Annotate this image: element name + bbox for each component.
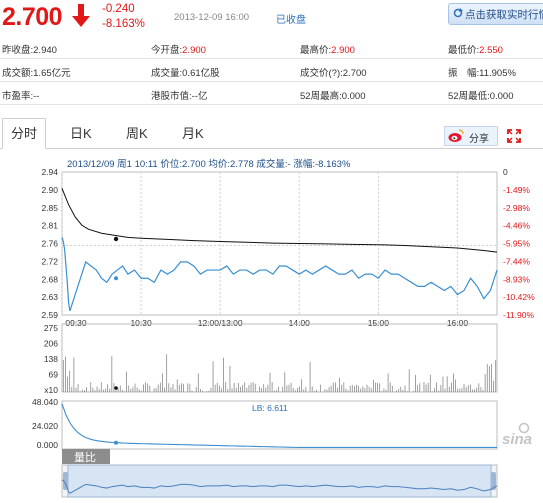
stat-low: 最低价:2.550 bbox=[448, 45, 503, 56]
realtime-quote-label: 点击获取实时行情 bbox=[465, 9, 543, 21]
y-tick-label: 2.59 bbox=[41, 310, 58, 320]
down-arrow-icon bbox=[72, 4, 90, 27]
price-series-line bbox=[61, 237, 498, 312]
tab-daily-k[interactable]: 日K bbox=[70, 126, 92, 141]
y-tick-label: 2.68 bbox=[41, 274, 58, 284]
stat-prev-close: 昨收盘:2.940 bbox=[2, 45, 57, 56]
y-tick-label-pct: -8.93% bbox=[503, 274, 530, 284]
stats-row: 市盈率:-- 港股市值:--亿 52周最高:0.000 52周最低:0.000 bbox=[0, 82, 543, 105]
navigator-left-handle[interactable] bbox=[63, 472, 68, 490]
stat-volume: 成交量:0.61亿股 bbox=[151, 68, 220, 79]
current-price: 2.700 bbox=[2, 3, 63, 31]
price-change-percent: -8.163% bbox=[102, 18, 145, 30]
y-tick-label: 2.63 bbox=[41, 292, 58, 302]
y-tick-label: 2.76 bbox=[41, 239, 58, 249]
price-grid bbox=[61, 172, 497, 315]
price-panel-frame bbox=[61, 171, 498, 316]
price-axis-labels: 2.94 2.90 2.85 2.81 2.76 2.72 2.68 2.63 2.59 0 -1.… bbox=[41, 167, 535, 320]
price-lines bbox=[61, 188, 498, 312]
ratio-axis-labels: 48.040 24.020 0.000 bbox=[32, 397, 58, 450]
avg-line-marker bbox=[113, 236, 119, 242]
volume-tick-label: 138 bbox=[44, 354, 58, 364]
volume-marker bbox=[114, 386, 118, 390]
realtime-quote-button[interactable]: 点击获取实时行情 bbox=[448, 3, 543, 25]
share-button[interactable]: 分享 bbox=[444, 126, 498, 146]
volume-tick-label: 206 bbox=[44, 339, 58, 349]
navigator-selection[interactable] bbox=[67, 464, 492, 498]
price-line-marker bbox=[114, 276, 119, 281]
y-tick-label: 2.72 bbox=[41, 256, 58, 266]
tab-intraday[interactable]: 分时 bbox=[2, 118, 46, 149]
tab-weekly-k[interactable]: 周K bbox=[126, 126, 148, 141]
stat-pe-ratio: 市盈率:-- bbox=[2, 91, 40, 102]
volume-ratio-series bbox=[61, 403, 497, 449]
svg-text:sina: sina bbox=[502, 431, 532, 448]
stat-market-cap: 港股市值:--亿 bbox=[151, 91, 208, 102]
x-tick-label: 14:00 bbox=[289, 318, 311, 328]
sina-logo: sina bbox=[502, 422, 532, 448]
y-tick-label-pct: -5.95% bbox=[503, 239, 530, 249]
volume-tick-label: x10 bbox=[44, 385, 58, 395]
stat-52w-high: 52周最高:0.000 bbox=[300, 91, 366, 102]
y-tick-label-pct: -1.49% bbox=[503, 185, 530, 195]
y-tick-label: 2.85 bbox=[41, 203, 58, 213]
y-tick-label: 2.81 bbox=[41, 221, 58, 231]
stats-row: 昨收盘:2.940 今开盘:2.900 最高价:2.900 最低价:2.550 bbox=[0, 36, 543, 59]
x-tick-label: 09:30 bbox=[65, 318, 87, 328]
y-tick-label-pct: -7.44% bbox=[503, 256, 530, 266]
cursor-info-line: 2013/12/09 周1 10:11 价位:2.700 均价:2.778 成交… bbox=[67, 159, 351, 170]
weibo-icon bbox=[448, 129, 464, 142]
ratio-marker bbox=[114, 440, 119, 445]
ratio-tick-label: 24.020 bbox=[32, 421, 58, 431]
volume-ratio-tab[interactable]: 量比 bbox=[74, 451, 96, 464]
stat-amplitude: 振 幅:11.905% bbox=[448, 68, 516, 79]
volume-ratio-label: LB: 6.611 bbox=[252, 403, 288, 413]
fullscreen-icon[interactable] bbox=[506, 128, 522, 144]
stat-turnover: 成交额:1.65亿元 bbox=[2, 68, 71, 79]
volume-bars bbox=[62, 354, 497, 392]
tab-monthly-k[interactable]: 月K bbox=[182, 126, 204, 141]
y-tick-label-pct: -11.90% bbox=[503, 310, 534, 320]
navigator-line bbox=[61, 479, 498, 494]
intraday-chart[interactable]: 2.94 2.90 2.85 2.81 2.76 2.72 2.68 2.63 2.59 0 -1.… bbox=[0, 160, 543, 503]
chart-tabs: 分时 日K 周K 月K bbox=[0, 118, 543, 149]
market-status: 已收盘 bbox=[276, 15, 306, 26]
x-tick-label: 10:30 bbox=[130, 318, 152, 328]
ratio-tick-label: 48.040 bbox=[32, 397, 58, 407]
ratio-panel-frame bbox=[61, 400, 498, 450]
x-tick-label: 12:00/13:00 bbox=[198, 318, 243, 328]
average-price-line bbox=[61, 188, 498, 253]
y-tick-label: 2.90 bbox=[41, 185, 58, 195]
volume-axis-labels: 275 206 138 69 x10 bbox=[44, 323, 58, 395]
x-tick-label: 15:00 bbox=[368, 318, 390, 328]
stat-52w-low: 52周最低:0.000 bbox=[448, 91, 514, 102]
volume-tick-label: 69 bbox=[49, 370, 59, 380]
y-tick-label-pct: -2.98% bbox=[503, 203, 530, 213]
stat-open: 今开盘:2.900 bbox=[151, 45, 206, 56]
x-tick-label: 16:00 bbox=[447, 318, 469, 328]
navigator-right-handle[interactable] bbox=[491, 472, 496, 490]
volume-ratio-line bbox=[61, 403, 497, 449]
share-label: 分享 bbox=[469, 134, 489, 145]
quote-datetime: 2013-12-09 16:00 bbox=[174, 12, 250, 23]
price-change: -0.240 bbox=[102, 3, 135, 15]
y-tick-label: 2.94 bbox=[41, 167, 58, 177]
y-tick-label-pct: -10.42% bbox=[503, 292, 535, 302]
volume-panel-frame bbox=[61, 323, 498, 393]
y-tick-label-pct: 0 bbox=[503, 167, 508, 177]
navigator-preview-line bbox=[61, 479, 498, 494]
stat-high: 最高价:2.900 bbox=[300, 45, 355, 56]
y-tick-label-pct: -4.46% bbox=[503, 221, 530, 231]
ratio-tick-label: 0.000 bbox=[37, 440, 59, 450]
refresh-icon bbox=[453, 8, 463, 18]
stats-row: 成交额:1.65亿元 成交量:0.61亿股 成交价(?):2.700 振 幅:1… bbox=[0, 59, 543, 82]
volume-ratio-tab-bg bbox=[62, 449, 110, 464]
stat-trade-price[interactable]: 成交价(?):2.700 bbox=[300, 68, 367, 79]
time-axis-labels: 09:30 10:30 12:00/13:00 14:00 15:00 16:00 bbox=[65, 318, 468, 328]
volume-tick-label: 275 bbox=[44, 323, 58, 333]
